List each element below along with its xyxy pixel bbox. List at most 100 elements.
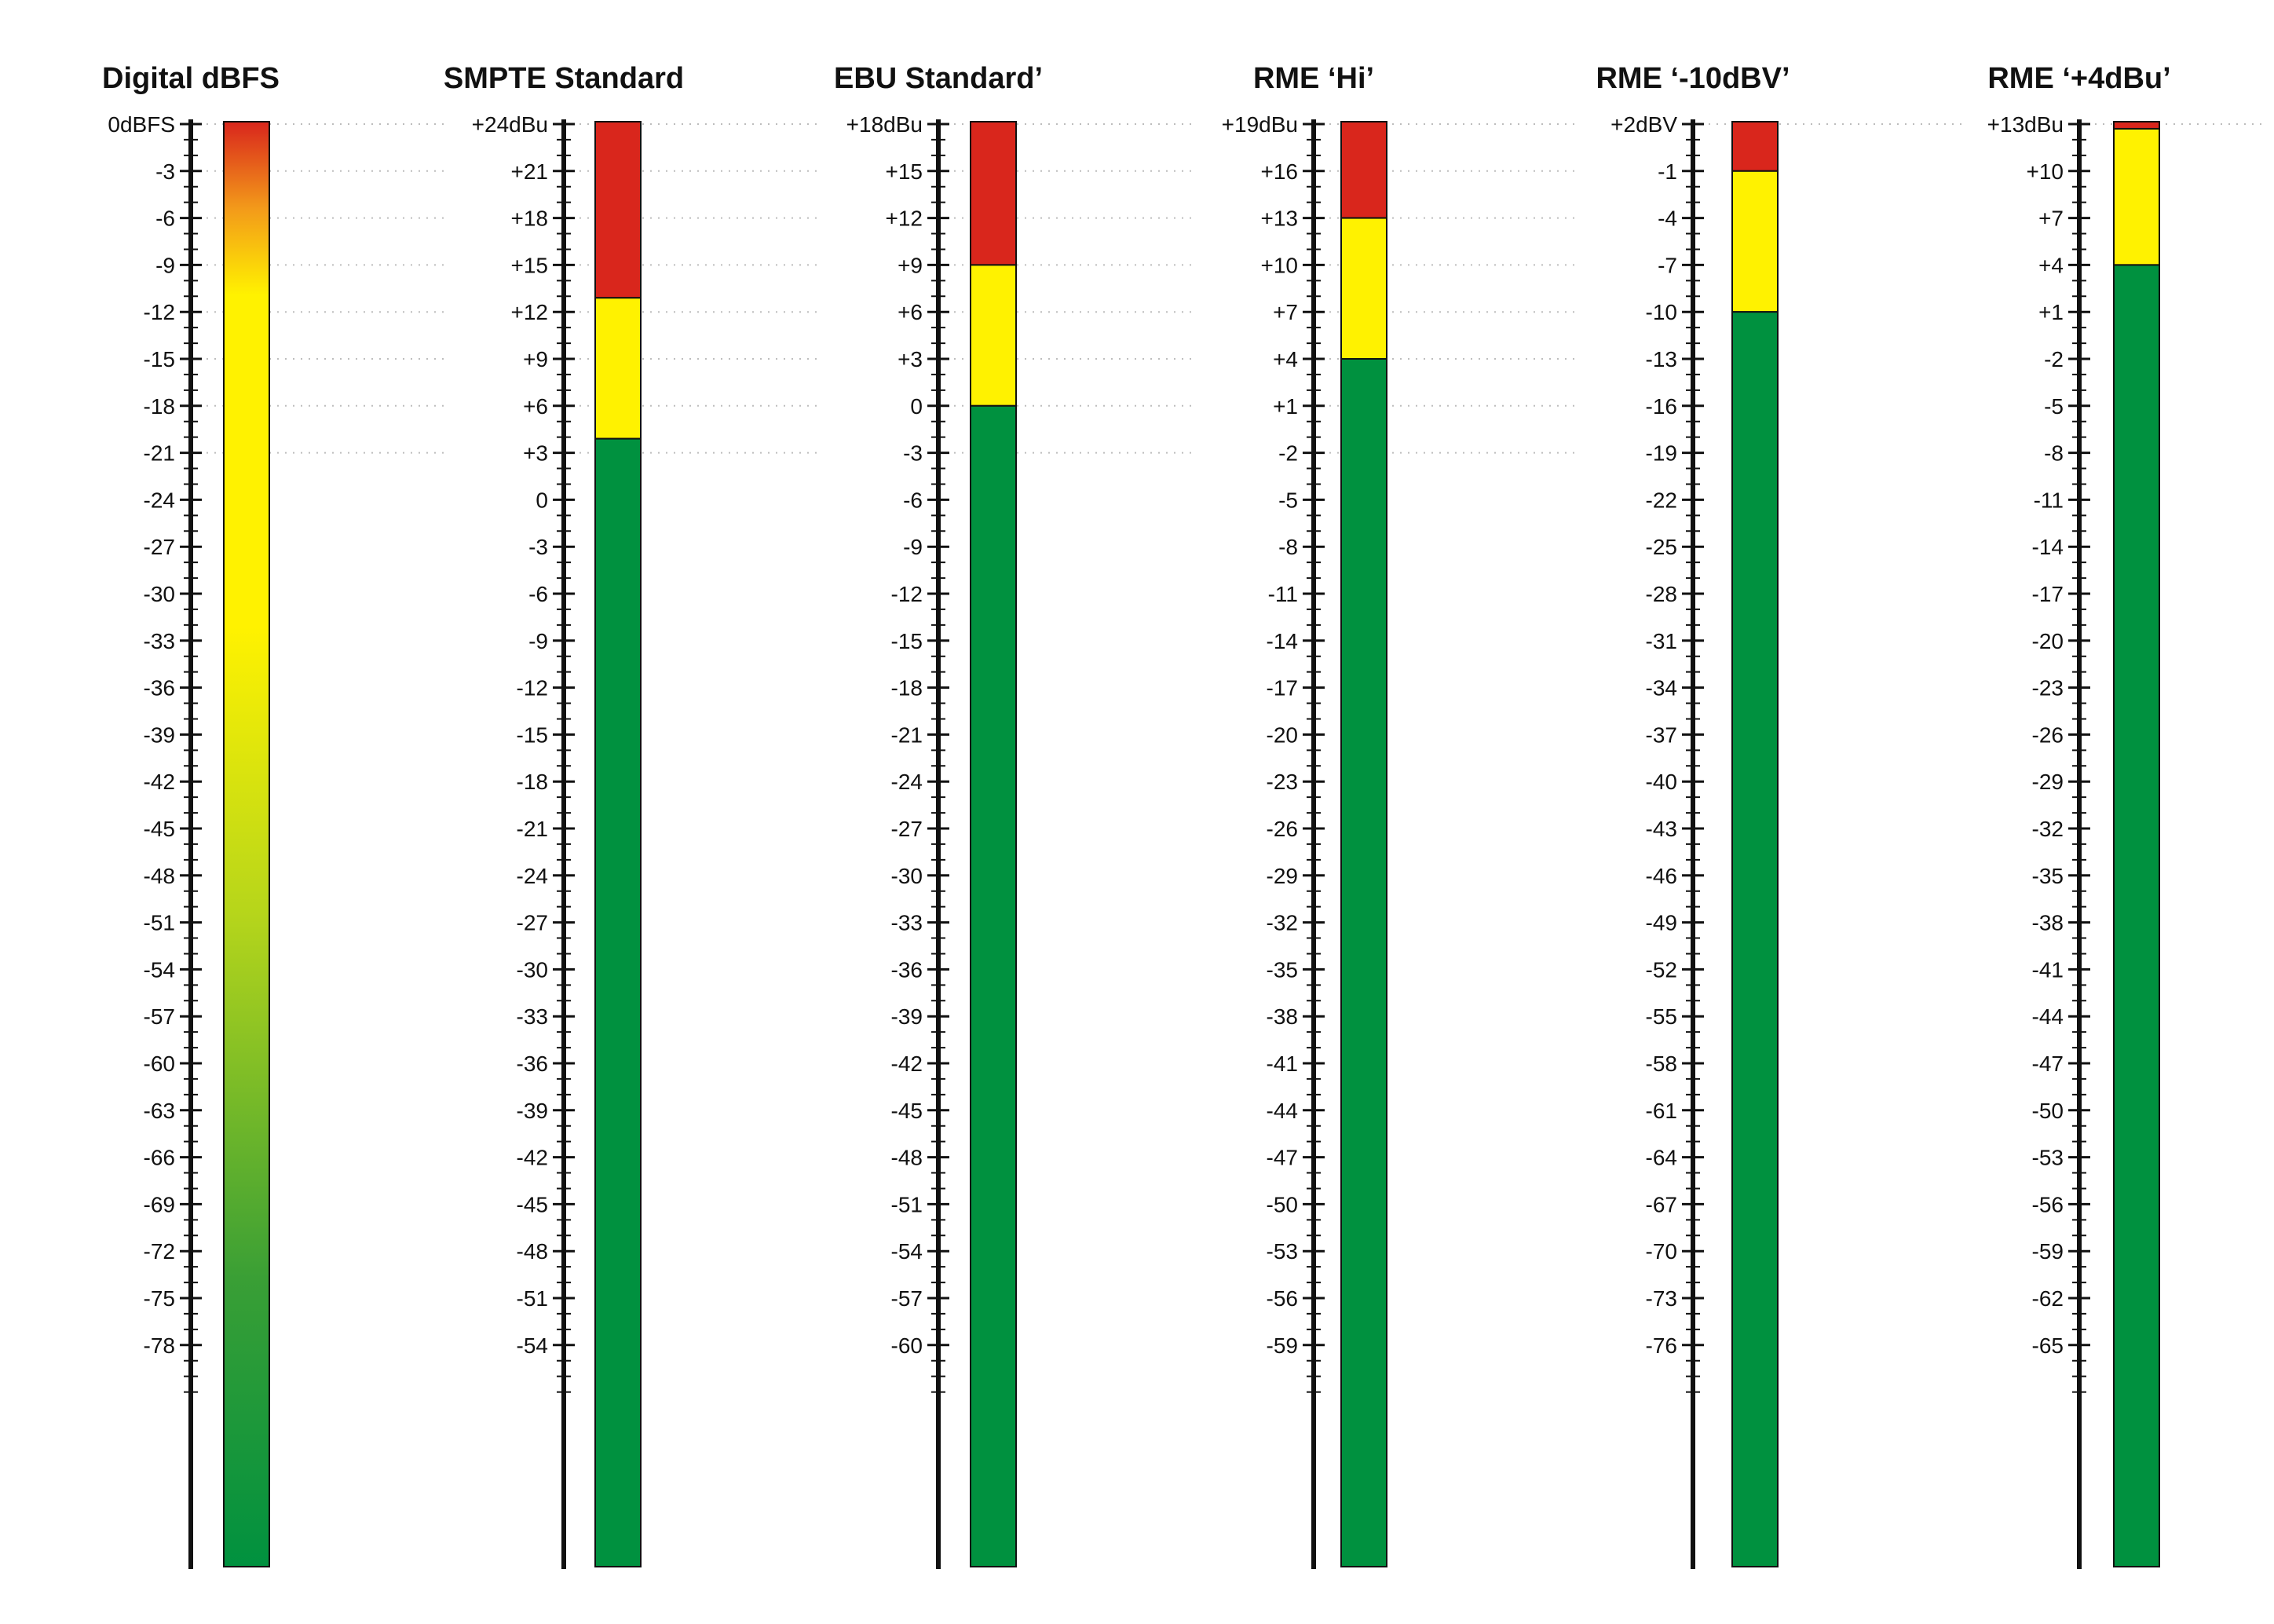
meter-segment-yellow [594,297,642,440]
tick-label: -51 [891,1192,923,1216]
meter-5: RME ‘+4dBu’ +13dBu +10 +7 +4 +1 -2 -5 -8 -11 -14 -1… [1987,62,2171,1569]
tick-label: +12 [511,300,549,324]
tick-label: -9 [155,253,175,277]
meter-segment-red [2113,121,2160,130]
meter-segment-yellow [1731,170,1779,313]
tick-label: -29 [2032,770,2064,794]
tick-label: -45 [891,1099,923,1123]
tick-label: -45 [144,817,175,841]
tick-label: -26 [2032,722,2064,747]
tick-label: +13dBu [1987,112,2064,137]
tick-label: -18 [517,770,548,794]
tick-label: -6 [903,488,923,512]
tick-label: +3 [523,441,548,466]
tick-label: -47 [2032,1052,2064,1076]
tick-label: -63 [144,1099,175,1123]
tick-label: -62 [2032,1286,2064,1311]
tick-label: -70 [1646,1239,1677,1264]
tick-label: -10 [1646,300,1677,324]
tick-label: -57 [144,1004,175,1029]
meter-title: RME ‘-10dBV’ [1596,62,1790,95]
tick-label: +21 [511,159,549,184]
tick-label: -48 [891,1146,923,1170]
tick-label: -18 [891,676,923,700]
tick-label: 0 [910,394,923,419]
tick-label: -18 [144,394,175,419]
tick-label: -33 [144,629,175,653]
tick-label: -50 [2032,1099,2064,1123]
tick-label: -12 [517,676,548,700]
meter-segment-yellow [970,264,1017,407]
tick-label: -3 [903,441,923,466]
tick-label: -58 [1646,1052,1677,1076]
tick-label: -24 [891,770,923,794]
tick-label: -76 [1646,1333,1677,1358]
meter-segment-green [594,437,642,1567]
tick-label: -39 [891,1004,923,1029]
tick-label: +4 [2038,253,2064,277]
meter-2: EBU Standard’ +18dBu +15 +12 +9 +6 +3 0 -3 -6 -9 -1… [834,62,1043,1569]
tick-label: -45 [517,1192,548,1216]
tick-label: -9 [903,535,923,559]
tick-label: -24 [517,864,548,888]
tick-label: +3 [898,347,923,371]
tick-label: -59 [1267,1333,1298,1358]
meter-segment-yellow [1340,217,1387,360]
tick-label: -14 [1267,629,1298,653]
tick-label: -14 [2032,535,2064,559]
tick-label: -56 [1267,1286,1298,1311]
meter-4: RME ‘-10dBV’ +2dBV -1 -4 -7 -10 -13 -16 -19 -22 -2… [1596,62,1790,1569]
tick-label: -24 [144,488,175,512]
tick-label: -4 [1658,207,1677,231]
guide-lines [199,123,2261,454]
tick-label: -42 [144,770,175,794]
tick-label: -44 [2032,1004,2064,1029]
meter-segment-red [1340,121,1387,219]
tick-label: -23 [1267,770,1298,794]
tick-label: -64 [1646,1146,1677,1170]
tick-label: -17 [1267,676,1298,700]
meter-3: RME ‘Hi’ +19dBu +16 +13 +10 +7 +4 +1 -2 -5 -8 -11 -1… [1222,62,1387,1569]
tick-label: -17 [2032,582,2064,606]
tick-label: -1 [1658,159,1677,184]
meter-title: EBU Standard’ [834,62,1043,95]
tick-label: +7 [1273,300,1298,324]
tick-label: -56 [2032,1192,2064,1216]
tick-label: -22 [1646,488,1677,512]
tick-label: -5 [1278,488,1298,512]
tick-label: -9 [528,629,548,653]
tick-label: -21 [517,817,548,841]
tick-label: -35 [1267,957,1298,982]
meter-bar-gradient [223,121,270,1567]
tick-label: -50 [1267,1192,1298,1216]
meter-segment-red [970,121,1017,266]
tick-label: -6 [155,207,175,231]
tick-label: -51 [517,1286,548,1311]
tick-label: -31 [1646,629,1677,653]
meter-0: Digital dBFS 0dBFS -3 -6 -9 -12 -15 -18 -21 -24 -2… [102,62,280,1569]
tick-label: -15 [891,629,923,653]
tick-label: -5 [2044,394,2064,419]
tick-label: -19 [1646,441,1677,466]
tick-label: -36 [144,676,175,700]
tick-label: -44 [1267,1099,1298,1123]
tick-label: -36 [891,957,923,982]
tick-label: -2 [1278,441,1298,466]
tick-label: -43 [1646,817,1677,841]
tick-label: -39 [517,1099,548,1123]
tick-label: -27 [891,817,923,841]
tick-label: -32 [1267,911,1298,935]
tick-label: +10 [2027,159,2064,184]
tick-label: +10 [1261,253,1299,277]
meter-title: SMPTE Standard [444,62,684,95]
tick-label: -12 [144,300,175,324]
tick-label: -78 [144,1333,175,1358]
tick-label: -54 [517,1333,548,1358]
tick-label: -54 [144,957,175,982]
meter-title: RME ‘+4dBu’ [1987,62,2170,95]
tick-label: +9 [523,347,548,371]
tick-label: -29 [1267,864,1298,888]
tick-label: -8 [1278,535,1298,559]
tick-label: -47 [1267,1146,1298,1170]
meter-segment-green [1731,311,1779,1568]
